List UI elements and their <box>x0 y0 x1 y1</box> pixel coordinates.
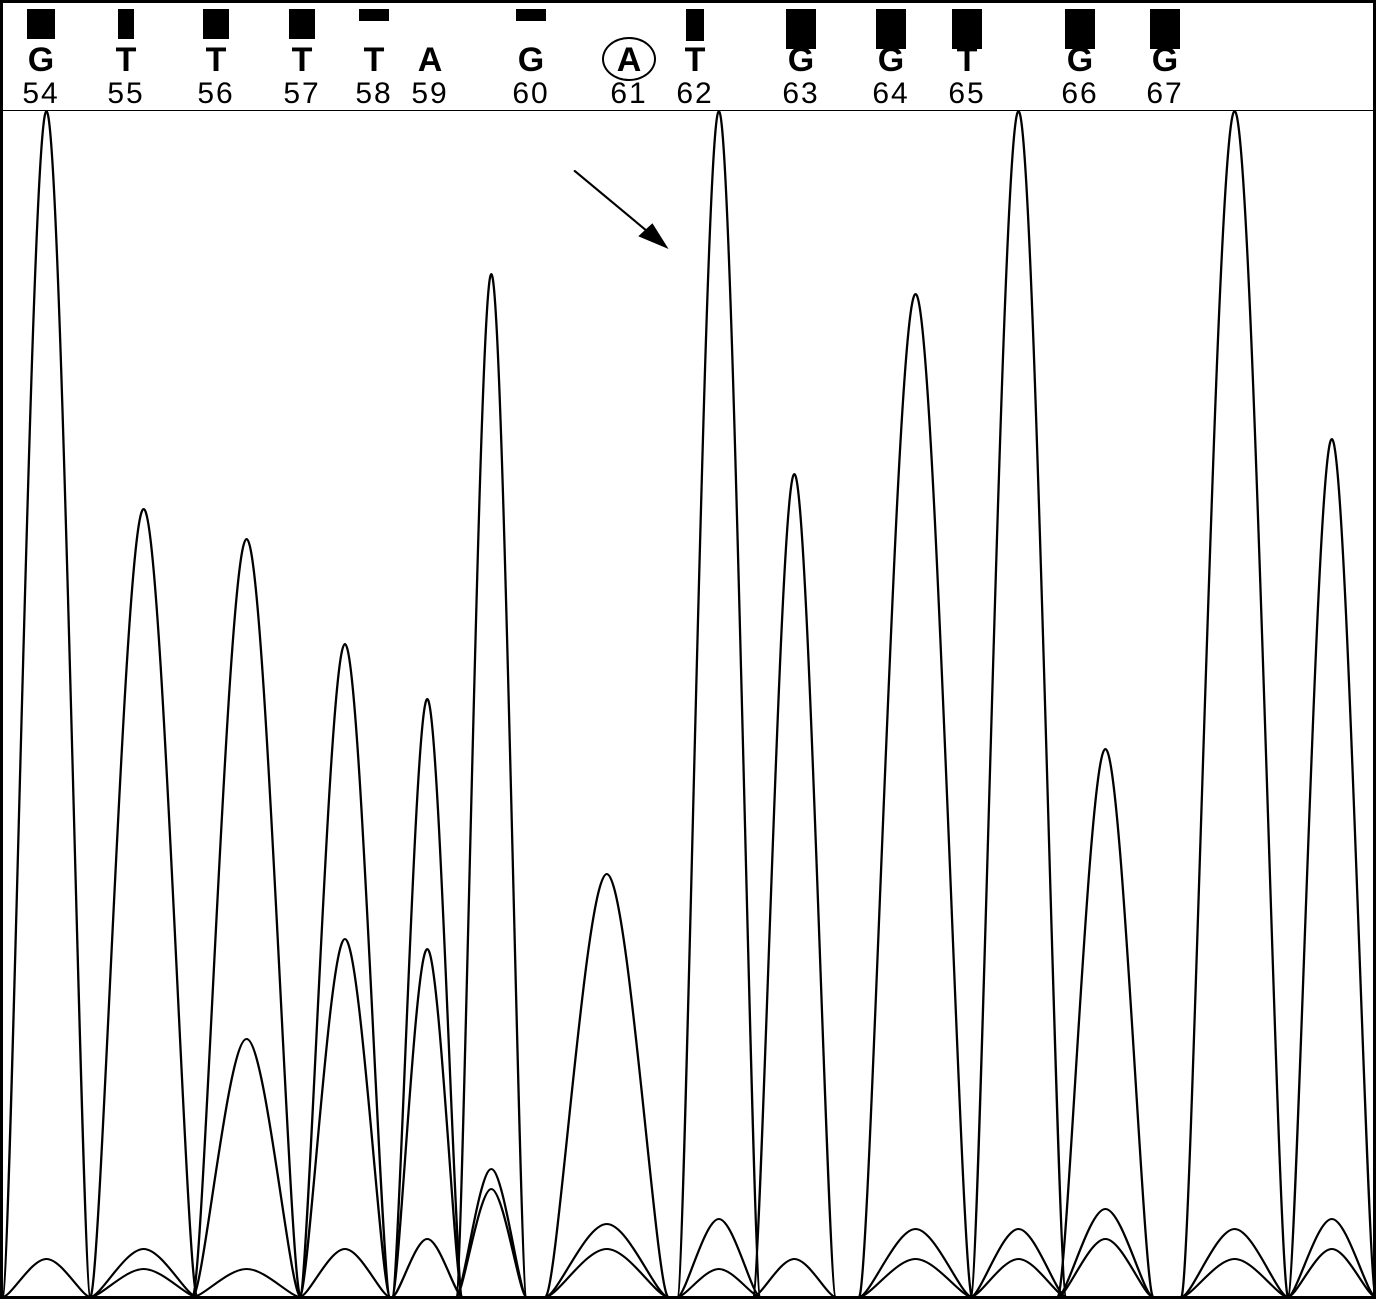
chromatogram-panel: G54T55T56T57T58A59G60A61T62G63G64T65G66G… <box>0 0 1376 1299</box>
base-label: G <box>1152 41 1178 80</box>
arrow-shaft <box>575 171 646 230</box>
base-label: A <box>418 41 443 80</box>
chromatogram-header: G54T55T56T57T58A59G60A61T62G63G64T65G66G… <box>3 3 1373 111</box>
position-label: 64 <box>872 77 909 111</box>
position-label: 61 <box>610 77 647 111</box>
position-label: 57 <box>283 77 320 111</box>
position-label: 67 <box>1146 77 1183 111</box>
position-label: 66 <box>1061 77 1098 111</box>
position-label: 62 <box>676 77 713 111</box>
position-label: 60 <box>512 77 549 111</box>
highlight-ellipse <box>602 37 656 81</box>
position-label: 55 <box>107 77 144 111</box>
trace-G <box>3 111 1373 1299</box>
quality-bar <box>203 9 229 39</box>
chromatogram-trace-area <box>3 111 1373 1299</box>
base-label: T <box>685 41 706 80</box>
quality-bar <box>118 9 134 39</box>
base-label: T <box>116 41 137 80</box>
base-label: G <box>788 41 814 80</box>
position-label: 54 <box>22 77 59 111</box>
base-label: G <box>878 41 904 80</box>
chromatogram-trace-svg <box>3 111 1373 1299</box>
base-label: T <box>364 41 385 80</box>
base-label: T <box>292 41 313 80</box>
trace-T <box>3 474 1373 1299</box>
quality-bar <box>359 9 389 21</box>
quality-bar <box>516 9 546 21</box>
position-label: 59 <box>411 77 448 111</box>
base-label: T <box>957 41 978 80</box>
base-label: G <box>1067 41 1093 80</box>
quality-bar <box>27 9 55 39</box>
position-label: 58 <box>355 77 392 111</box>
position-label: 65 <box>948 77 985 111</box>
position-label: 56 <box>197 77 234 111</box>
quality-bar <box>686 9 704 41</box>
quality-bar <box>289 9 315 39</box>
base-label: G <box>28 41 54 80</box>
base-label: G <box>518 41 544 80</box>
trace-A <box>3 111 1373 1297</box>
base-label: T <box>206 41 227 80</box>
position-label: 63 <box>782 77 819 111</box>
